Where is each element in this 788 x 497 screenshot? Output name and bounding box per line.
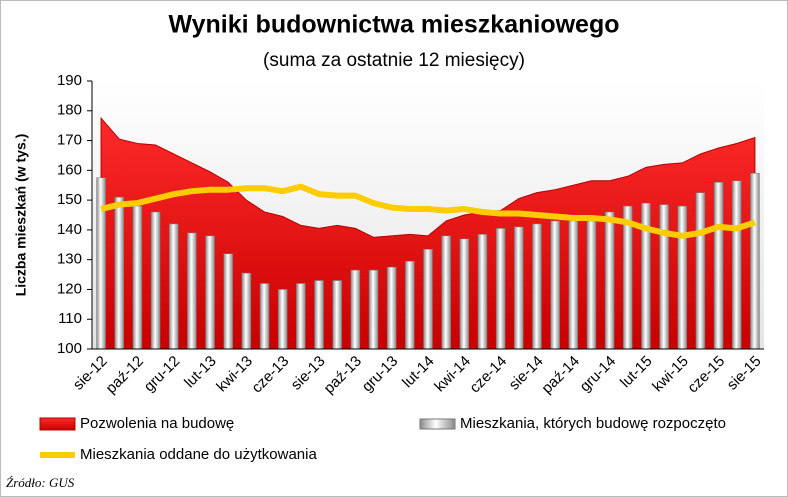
bar [241, 272, 252, 350]
bar [568, 220, 579, 350]
bar [132, 205, 143, 350]
legend-swatch [39, 417, 76, 431]
bar [296, 283, 306, 350]
chart-subtitle: (suma za ostatnie 12 miesięcy) [263, 50, 525, 71]
y-tick-label: 100 [57, 340, 82, 357]
legend-label: Mieszkania, których budowę rozpoczęto [460, 415, 726, 432]
bar [150, 211, 161, 350]
y-tick-label: 120 [57, 280, 82, 297]
y-tick-label: 150 [57, 191, 82, 208]
bar [695, 192, 706, 350]
bar [259, 283, 270, 350]
chart-title: Wyniki budownictwa mieszkaniowego [168, 11, 619, 39]
legend-label: Pozwolenia na budowę [80, 415, 234, 432]
bar [368, 269, 379, 350]
y-tick-label: 130 [57, 251, 82, 268]
bar [205, 235, 215, 350]
source: Źródło: GUS [6, 475, 75, 490]
bar [713, 181, 724, 350]
bar [459, 238, 470, 350]
bar [96, 177, 106, 350]
bar [114, 196, 124, 350]
bar [168, 223, 179, 350]
bar [514, 226, 524, 350]
legend-label: Mieszkania oddane do użytkowania [80, 446, 317, 463]
bar [332, 280, 342, 350]
legend-swatch [419, 418, 456, 430]
bar [677, 205, 688, 350]
bar [550, 220, 560, 350]
bar [386, 266, 397, 350]
y-tick-label: 110 [58, 310, 82, 327]
bar [604, 211, 615, 350]
bar [750, 173, 760, 350]
bar [187, 232, 197, 350]
bar [495, 228, 506, 350]
bar [659, 204, 669, 350]
bar [277, 289, 288, 350]
y-tick-label: 190 [57, 72, 82, 89]
y-tick-label: 140 [57, 221, 82, 238]
bar [623, 205, 633, 350]
y-tick-label: 180 [57, 102, 82, 119]
bar [350, 269, 361, 350]
bar [732, 180, 742, 350]
line [100, 183, 756, 239]
y-axis-title: Liczba mieszkań (w tys.) [13, 134, 29, 297]
y-tick-label: 160 [57, 161, 82, 178]
bar [423, 248, 433, 350]
y-tick-label: 170 [57, 132, 82, 149]
bar [223, 253, 233, 350]
bar [441, 235, 451, 350]
bar [314, 280, 324, 350]
bar [586, 220, 597, 350]
bar [532, 223, 542, 350]
bar [405, 260, 415, 350]
bar [477, 234, 488, 350]
